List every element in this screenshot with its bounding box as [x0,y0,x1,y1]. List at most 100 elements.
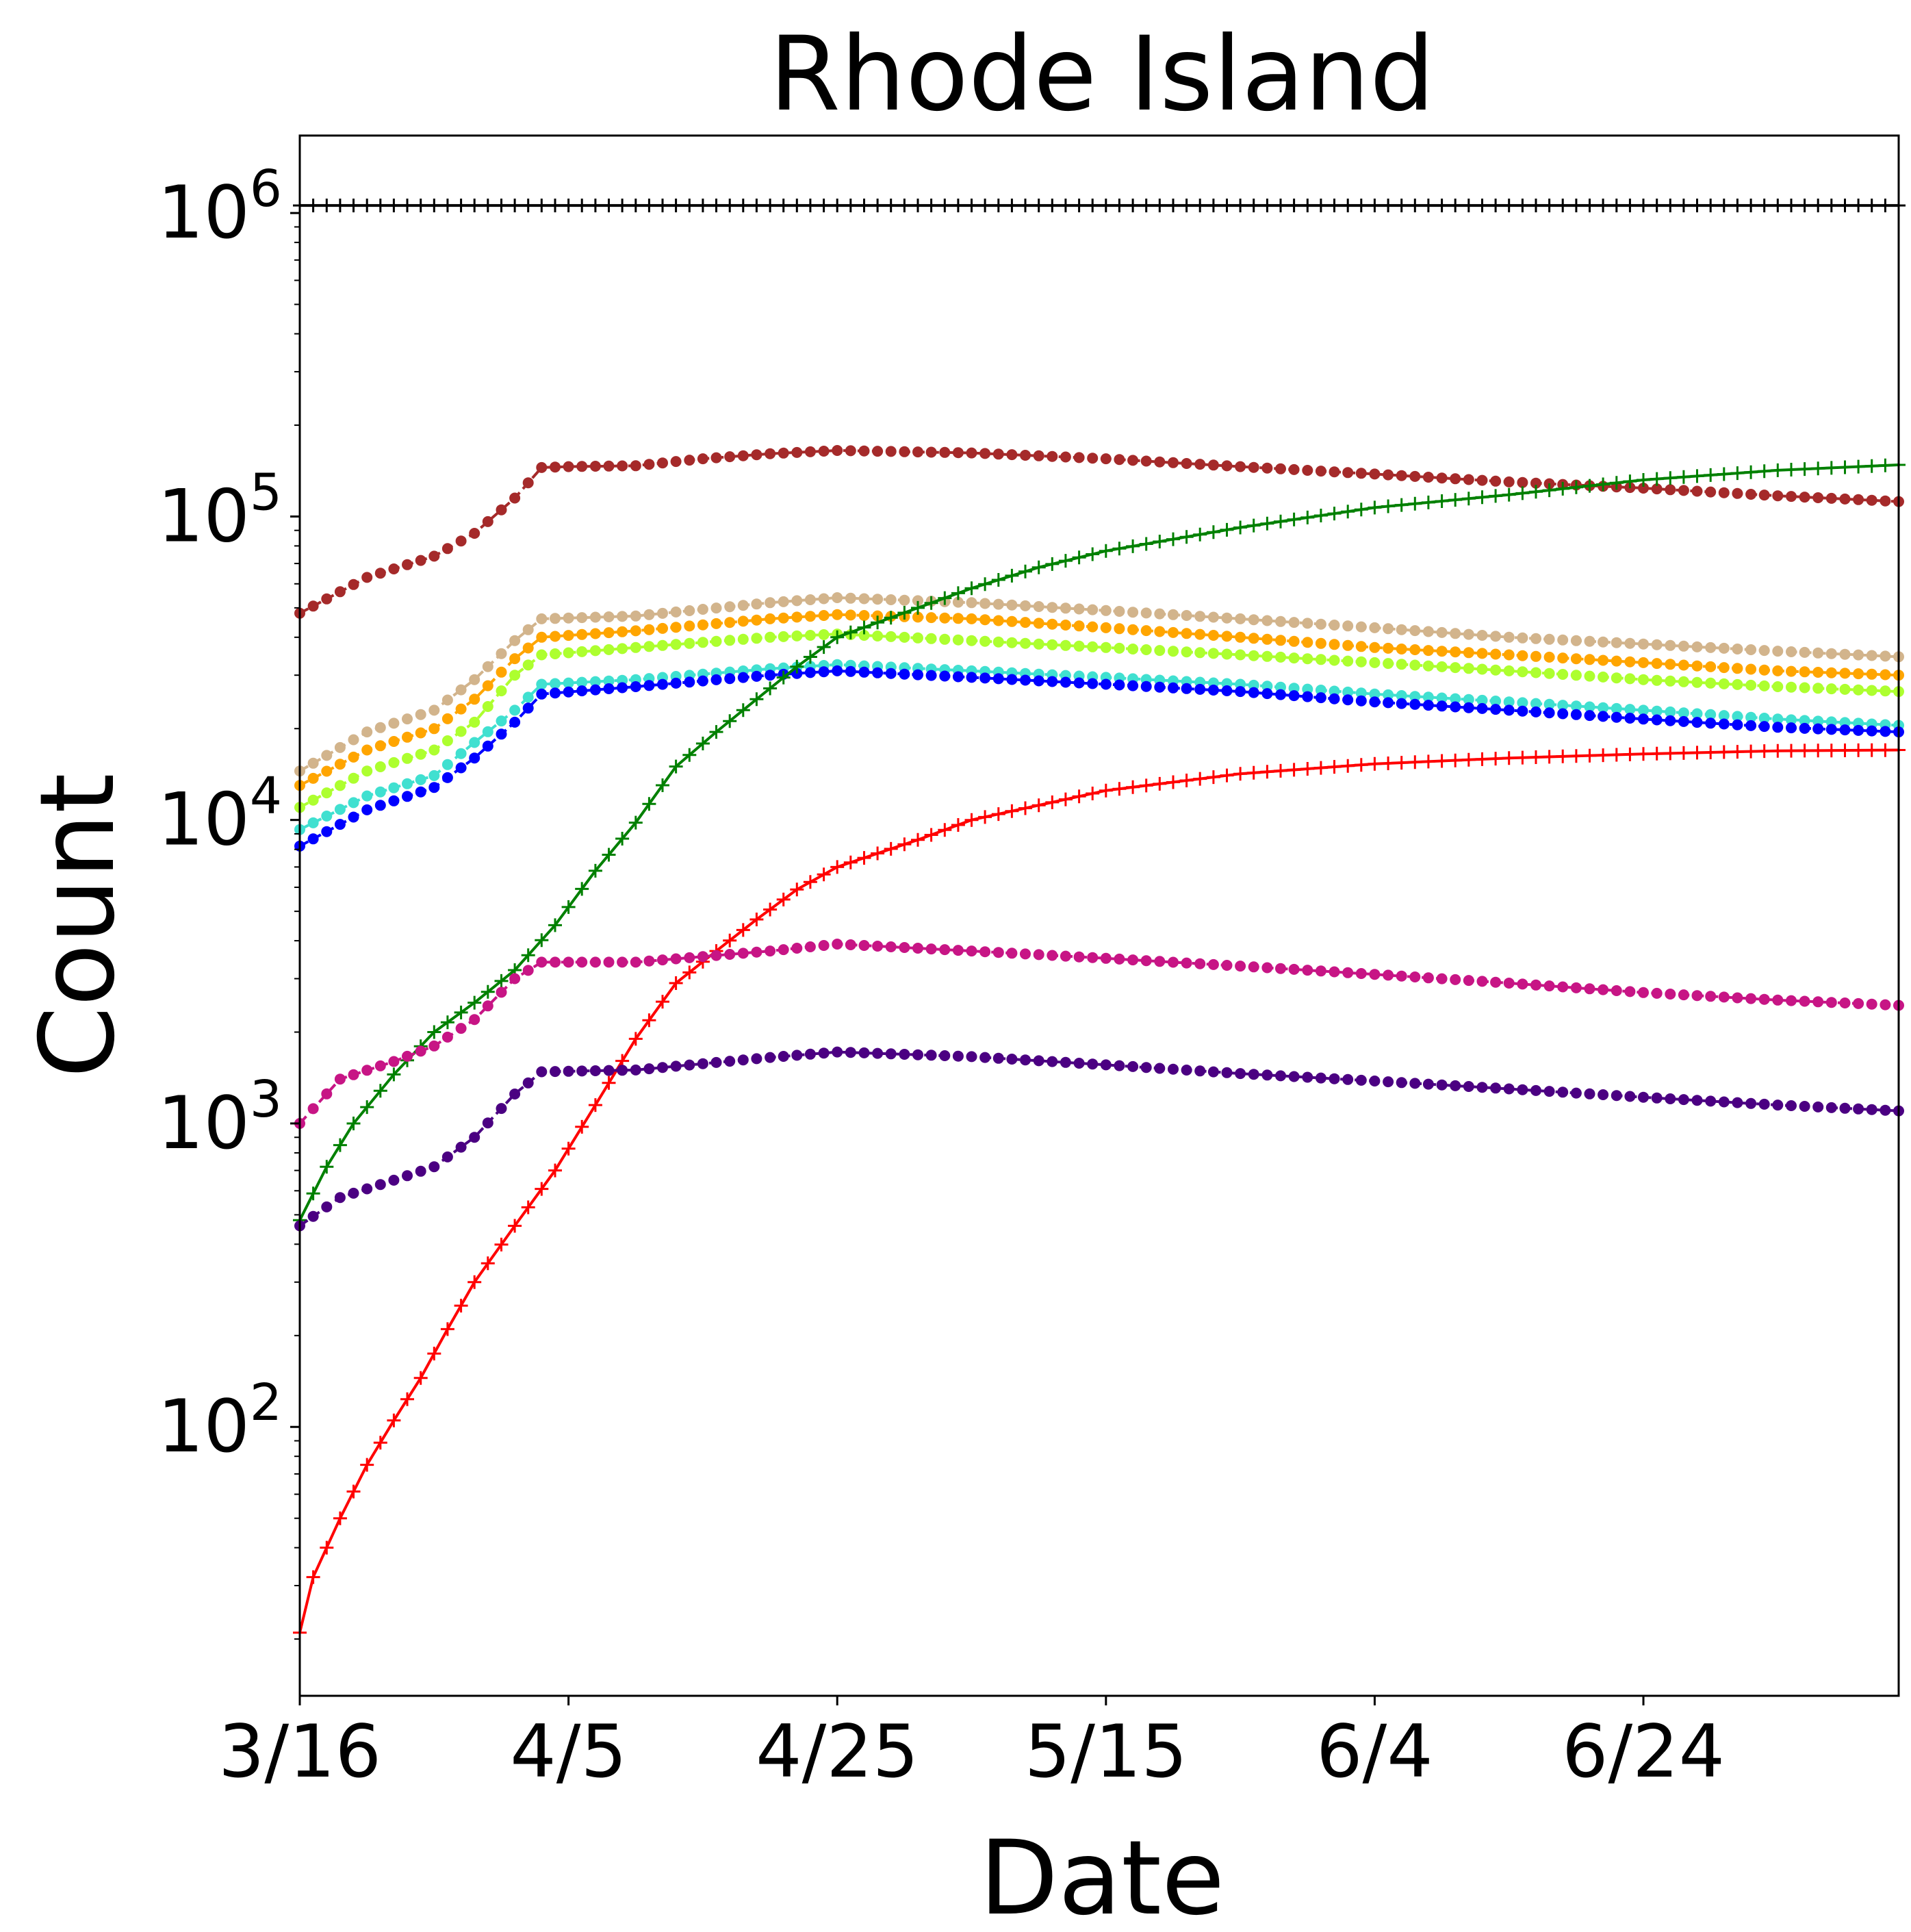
series-point [992,615,1004,626]
series-point [1490,704,1502,715]
series-point [1745,711,1757,723]
series-point [1598,654,1609,666]
series-point [1153,535,1167,548]
series-point [1194,1065,1206,1077]
series-point [1530,477,1541,489]
series-point [1422,1078,1434,1090]
series-point [413,199,428,213]
series-point [467,1275,482,1289]
series-point [1758,1098,1770,1110]
series-point [1087,604,1099,615]
series-point [348,797,359,809]
series-point [925,1050,937,1061]
series-point [1086,787,1100,800]
series-point [845,609,856,621]
series-point [1127,624,1139,635]
series-9 [293,743,1906,1640]
series-point [857,620,871,635]
series-point [737,948,749,959]
series-point [684,455,695,466]
series-point [441,735,453,746]
x-tick-label: 4/5 [510,1709,627,1794]
series-point [1490,631,1502,642]
series-point [818,629,830,640]
series-point [1786,665,1797,677]
series-point [1678,659,1689,671]
series-point [1248,687,1259,698]
series-line [299,448,1899,615]
series-point [321,811,333,822]
series-point [1570,982,1582,993]
series-point [1866,1104,1877,1115]
series-point [1047,1056,1058,1067]
series-point [695,737,710,750]
series-point [521,948,535,963]
series-point [1383,642,1394,654]
series-point [576,646,588,657]
series-point [1663,471,1678,485]
series-point [1302,618,1313,629]
series-point [979,635,991,647]
series-point [427,1347,441,1361]
series-point [536,956,548,968]
series-point [911,199,925,213]
series-point [1005,199,1019,213]
series-point [1570,700,1582,712]
series-point [373,199,387,213]
series-point [1408,496,1422,511]
series-point [803,199,817,213]
series-point [1154,456,1166,468]
series-point [1221,460,1233,472]
series-point [1623,747,1637,761]
series-point [1206,525,1220,539]
series-point [964,199,979,213]
series-point [710,950,722,961]
series-point [361,790,373,802]
series-point [1260,199,1274,213]
series-point [374,568,386,579]
series-point [765,670,776,681]
series-point [952,671,964,683]
series-point [550,678,561,689]
series-point [1839,724,1851,736]
series-2 [294,445,1904,619]
x-tick-label: 6/4 [1316,1709,1433,1794]
series-point [1450,1080,1461,1091]
series-point [1342,1073,1354,1085]
series-point [1517,1084,1528,1095]
series-1 [293,199,1906,213]
series-point [1047,639,1058,650]
series-point [306,1570,320,1584]
series-point [1033,618,1044,629]
series-point [1127,455,1139,466]
series-point [1436,1079,1448,1091]
series-point [1811,461,1825,476]
series-point [1690,469,1704,483]
series-point [1313,509,1328,522]
series-point [550,687,561,699]
series-point [388,736,400,747]
series-point [563,956,574,968]
series-point [1450,473,1461,485]
series-point [1851,459,1866,474]
series-point [348,1069,359,1080]
series-point [1557,634,1569,646]
series-point [469,528,480,539]
series-point [845,939,856,950]
series-point [374,1060,386,1071]
series-point [1476,648,1488,659]
series-point [374,722,386,733]
series-point [509,973,521,984]
series-point [1354,199,1368,213]
series-point [1181,957,1192,969]
series-point [1718,487,1730,498]
series-point [1355,468,1367,479]
series-point [979,672,991,684]
series-point [964,813,979,827]
series-point [1450,628,1461,639]
series-point [939,446,951,458]
series-point [1313,199,1328,213]
series-point [1864,199,1879,213]
series-point [1570,653,1582,665]
series-point [1611,672,1622,684]
